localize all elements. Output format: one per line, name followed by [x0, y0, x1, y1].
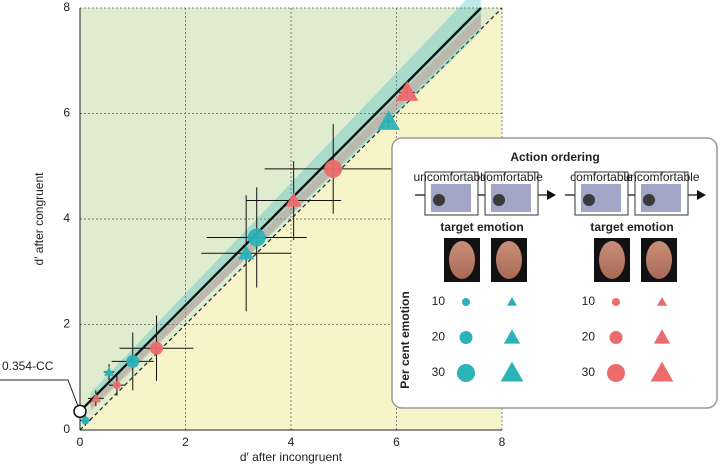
x-tick-label: 2	[182, 435, 189, 449]
face	[599, 241, 625, 279]
x-tick-label: 0	[77, 435, 84, 449]
y-tick-label: 0	[63, 422, 70, 436]
legend-title: Action ordering	[510, 150, 599, 164]
marker	[506, 296, 518, 306]
action-hand	[583, 194, 595, 206]
action-hand	[643, 194, 655, 206]
marker	[500, 361, 524, 382]
marker	[285, 192, 302, 207]
x-tick-label: 6	[393, 435, 400, 449]
group-label: target emotion	[590, 220, 673, 234]
level-label: 30	[432, 365, 446, 379]
intercept-point	[73, 404, 87, 419]
level-label: 10	[432, 294, 446, 308]
y-tick-label: 6	[63, 106, 70, 120]
identity-line	[79, 7, 503, 431]
marker	[653, 329, 671, 344]
level-label: 10	[582, 294, 596, 308]
marker	[377, 110, 400, 130]
marker	[247, 228, 266, 247]
x-axis-label: d′ after incongruent	[240, 450, 343, 464]
level-label: 20	[432, 330, 446, 344]
marker	[457, 364, 475, 382]
face	[646, 241, 672, 279]
marker	[324, 159, 343, 178]
marker	[395, 81, 419, 101]
action-hand	[433, 194, 445, 206]
action-hand	[493, 194, 505, 206]
y-tick-label: 8	[63, 0, 70, 14]
level-label: 20	[582, 330, 596, 344]
x-tick-label: 4	[288, 435, 295, 449]
marker	[650, 361, 674, 382]
x-tick-label: 8	[499, 435, 506, 449]
legend: Action ordering Per cent emotion uncomfort…	[391, 137, 718, 409]
marker	[609, 331, 623, 344]
face	[449, 241, 475, 279]
levels-title: Per cent emotion	[398, 291, 412, 388]
panel-label: uncomfortable	[413, 170, 489, 184]
arrow-head	[697, 190, 706, 200]
marker	[112, 381, 121, 390]
callout-label: 0.354-CC	[2, 359, 54, 373]
marker	[612, 298, 620, 306]
fit-line	[79, 7, 482, 413]
marker	[607, 364, 625, 382]
marker	[462, 298, 470, 306]
group-label: target emotion	[440, 220, 523, 234]
level-label: 30	[582, 365, 596, 379]
confidence-band	[90, 13, 481, 412]
marker	[503, 329, 521, 344]
y-axis-label: d′ after congruent	[32, 172, 46, 266]
callout-line	[0, 379, 81, 412]
marker	[103, 366, 115, 376]
y-tick-label: 4	[63, 211, 70, 225]
marker	[81, 416, 90, 425]
marker	[459, 331, 473, 344]
marker	[126, 354, 140, 368]
panel-label: comfortable	[480, 170, 543, 184]
panel-label: comfortable	[570, 170, 633, 184]
face	[496, 241, 522, 279]
marker	[90, 393, 101, 403]
marker	[237, 245, 255, 260]
arrow-head	[547, 190, 556, 200]
panel-label: uncomfortable	[623, 170, 699, 184]
marker	[656, 296, 668, 306]
marker	[149, 341, 163, 355]
y-tick-label: 2	[63, 317, 70, 331]
